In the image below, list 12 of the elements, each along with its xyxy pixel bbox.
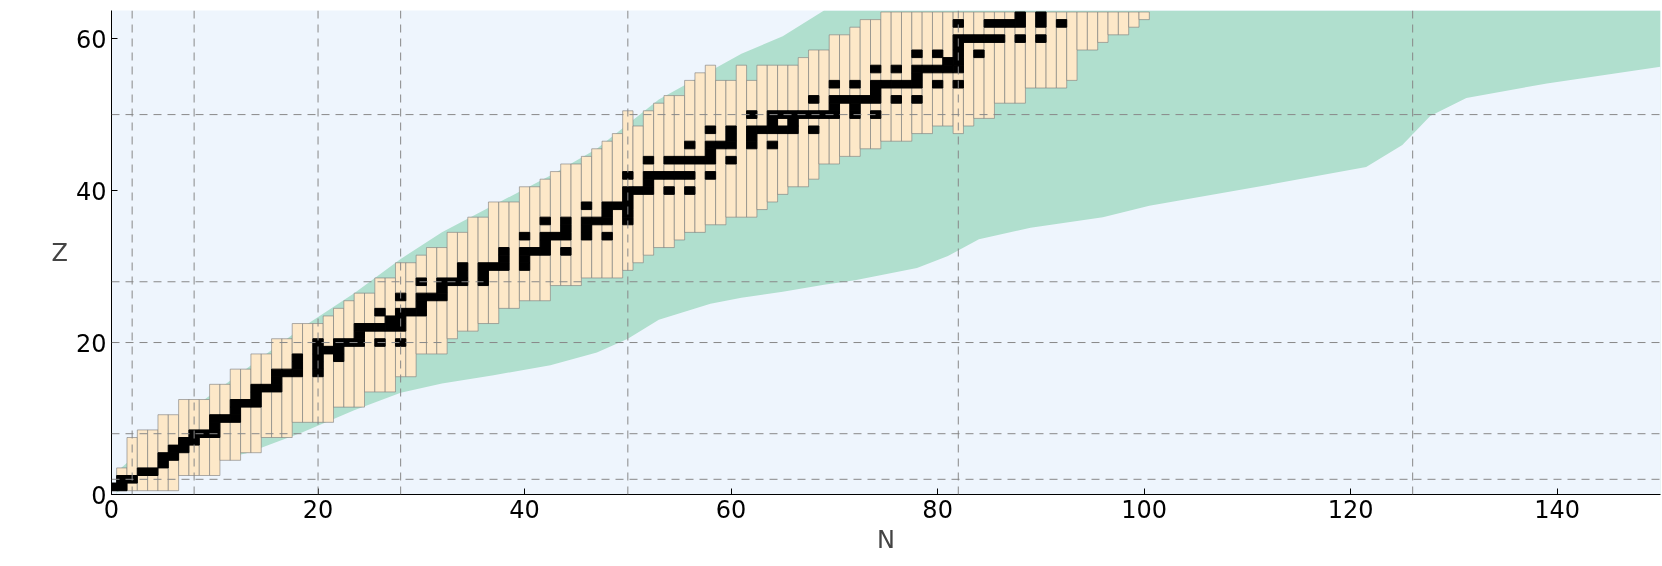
y-axis-title: Z (51, 238, 68, 267)
x-tick-label: 120 (1327, 495, 1374, 524)
x-tick-label: 80 (922, 495, 953, 524)
y-tick-label: 20 (75, 329, 107, 358)
x-tick-label: 60 (715, 495, 747, 524)
x-axis-title: N (877, 525, 895, 554)
x-tick-label: 20 (302, 495, 334, 524)
x-tick-label: 40 (509, 495, 540, 524)
y-tick-label: 60 (75, 25, 107, 54)
x-tick-label: 100 (1121, 495, 1168, 524)
y-tick-label: 40 (75, 177, 107, 206)
x-tick-label: 140 (1534, 495, 1581, 524)
